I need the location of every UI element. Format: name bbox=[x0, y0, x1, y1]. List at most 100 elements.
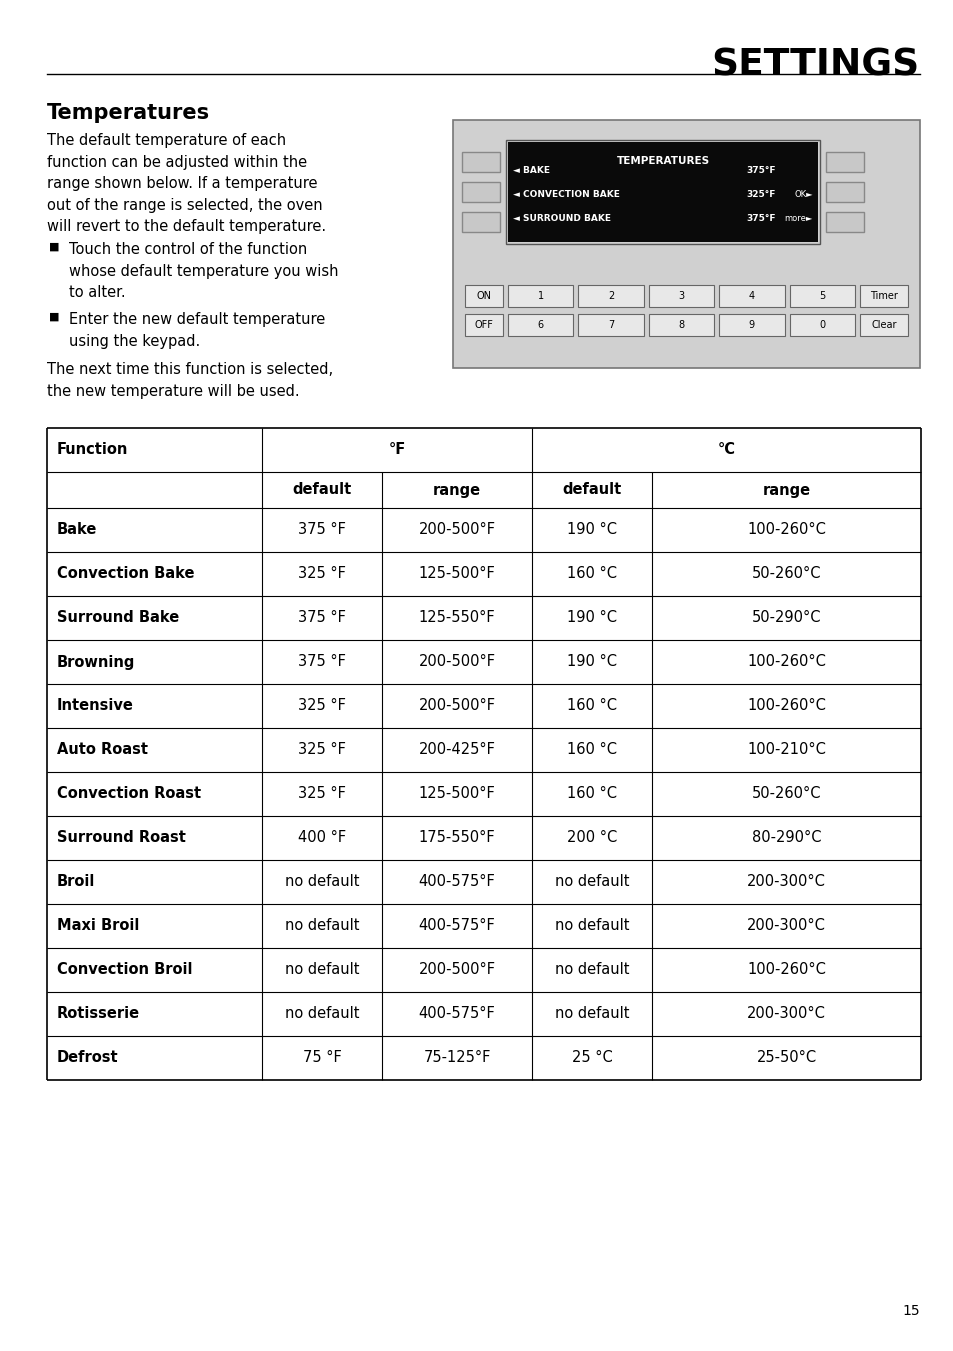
Text: Broil: Broil bbox=[57, 874, 95, 889]
Text: 160 °C: 160 °C bbox=[566, 743, 617, 758]
Bar bbox=[47, 428, 920, 1079]
Text: °C: °C bbox=[717, 443, 735, 458]
Text: 15: 15 bbox=[902, 1304, 919, 1319]
Text: no default: no default bbox=[284, 874, 359, 889]
Text: range: range bbox=[761, 482, 810, 497]
Text: 75 °F: 75 °F bbox=[302, 1051, 341, 1066]
Text: ◄ BAKE: ◄ BAKE bbox=[513, 166, 550, 176]
Text: 200-300°C: 200-300°C bbox=[746, 919, 825, 934]
Text: The default temperature of each
function can be adjusted within the
range shown : The default temperature of each function… bbox=[47, 132, 326, 235]
Text: 375°F: 375°F bbox=[745, 213, 775, 223]
Text: 160 °C: 160 °C bbox=[566, 698, 617, 713]
Text: OK►: OK► bbox=[794, 190, 812, 199]
Text: 400 °F: 400 °F bbox=[297, 831, 346, 846]
Bar bbox=[578, 313, 643, 336]
Text: 375 °F: 375 °F bbox=[297, 654, 346, 670]
Text: 25-50°C: 25-50°C bbox=[756, 1051, 816, 1066]
Text: no default: no default bbox=[284, 919, 359, 934]
Text: 100-260°C: 100-260°C bbox=[746, 698, 825, 713]
Text: The next time this function is selected,
the new temperature will be used.: The next time this function is selected,… bbox=[47, 362, 333, 399]
Text: Maxi Broil: Maxi Broil bbox=[57, 919, 139, 934]
Bar bbox=[461, 182, 499, 203]
Text: no default: no default bbox=[284, 1006, 359, 1021]
Text: 100-210°C: 100-210°C bbox=[746, 743, 825, 758]
Text: 325°F: 325°F bbox=[745, 190, 775, 199]
Text: 200-300°C: 200-300°C bbox=[746, 874, 825, 889]
Text: Defrost: Defrost bbox=[57, 1051, 118, 1066]
Text: 3: 3 bbox=[678, 290, 684, 301]
Text: Surround Bake: Surround Bake bbox=[57, 611, 179, 626]
Text: Clear: Clear bbox=[870, 320, 896, 330]
Text: default: default bbox=[561, 482, 621, 497]
Text: 190 °C: 190 °C bbox=[566, 654, 617, 670]
Text: default: default bbox=[292, 482, 352, 497]
Text: °F: °F bbox=[388, 443, 405, 458]
Bar bbox=[648, 313, 714, 336]
Text: TEMPERATURES: TEMPERATURES bbox=[616, 155, 709, 166]
Text: 6: 6 bbox=[537, 320, 543, 330]
Text: 200-500°F: 200-500°F bbox=[418, 962, 495, 978]
Text: Enter the new default temperature
using the keypad.: Enter the new default temperature using … bbox=[69, 312, 325, 349]
Text: Bake: Bake bbox=[57, 523, 97, 538]
Bar bbox=[507, 313, 573, 336]
Text: Function: Function bbox=[57, 443, 129, 458]
Text: OFF: OFF bbox=[474, 320, 493, 330]
Text: Convection Bake: Convection Bake bbox=[57, 566, 194, 581]
Text: 125-500°F: 125-500°F bbox=[418, 566, 495, 581]
Text: ◄ CONVECTION BAKE: ◄ CONVECTION BAKE bbox=[513, 190, 619, 199]
Text: 0: 0 bbox=[819, 320, 824, 330]
Bar bbox=[507, 285, 573, 307]
Bar bbox=[507, 142, 817, 242]
Text: 8: 8 bbox=[678, 320, 684, 330]
Text: 200 °C: 200 °C bbox=[566, 831, 617, 846]
Text: more►: more► bbox=[783, 213, 812, 223]
Bar bbox=[859, 285, 907, 307]
Text: 80-290°C: 80-290°C bbox=[751, 831, 821, 846]
Bar bbox=[461, 212, 499, 232]
Text: 400-575°F: 400-575°F bbox=[418, 1006, 495, 1021]
Text: 190 °C: 190 °C bbox=[566, 523, 617, 538]
Text: 375 °F: 375 °F bbox=[297, 611, 346, 626]
Text: SETTINGS: SETTINGS bbox=[711, 49, 919, 84]
Text: no default: no default bbox=[554, 874, 629, 889]
Text: ON: ON bbox=[476, 290, 491, 301]
Text: 200-500°F: 200-500°F bbox=[418, 654, 495, 670]
Text: 75-125°F: 75-125°F bbox=[423, 1051, 490, 1066]
Text: 9: 9 bbox=[748, 320, 754, 330]
Text: 200-300°C: 200-300°C bbox=[746, 1006, 825, 1021]
Text: Touch the control of the function
whose default temperature you wish
to alter.: Touch the control of the function whose … bbox=[69, 242, 338, 300]
Bar bbox=[464, 313, 502, 336]
Text: 2: 2 bbox=[607, 290, 614, 301]
Text: 100-260°C: 100-260°C bbox=[746, 523, 825, 538]
Text: Rotisserie: Rotisserie bbox=[57, 1006, 140, 1021]
Text: Convection Broil: Convection Broil bbox=[57, 962, 193, 978]
Bar bbox=[789, 313, 854, 336]
Text: 125-550°F: 125-550°F bbox=[418, 611, 495, 626]
Text: 4: 4 bbox=[748, 290, 754, 301]
Text: no default: no default bbox=[554, 1006, 629, 1021]
Text: 100-260°C: 100-260°C bbox=[746, 654, 825, 670]
Text: 375°F: 375°F bbox=[745, 166, 775, 176]
Text: Intensive: Intensive bbox=[57, 698, 133, 713]
Text: 125-500°F: 125-500°F bbox=[418, 786, 495, 801]
Bar bbox=[825, 153, 863, 172]
Text: no default: no default bbox=[554, 919, 629, 934]
Bar bbox=[719, 313, 783, 336]
Text: 200-425°F: 200-425°F bbox=[418, 743, 495, 758]
Text: 50-290°C: 50-290°C bbox=[751, 611, 821, 626]
Text: 200-500°F: 200-500°F bbox=[418, 523, 495, 538]
Text: 175-550°F: 175-550°F bbox=[418, 831, 495, 846]
Text: 325 °F: 325 °F bbox=[297, 743, 346, 758]
Text: ■: ■ bbox=[49, 242, 59, 253]
Bar bbox=[825, 182, 863, 203]
Text: no default: no default bbox=[284, 962, 359, 978]
Text: Auto Roast: Auto Roast bbox=[57, 743, 148, 758]
Text: Browning: Browning bbox=[57, 654, 135, 670]
Text: 25 °C: 25 °C bbox=[571, 1051, 612, 1066]
Text: 400-575°F: 400-575°F bbox=[418, 874, 495, 889]
Text: 375 °F: 375 °F bbox=[297, 523, 346, 538]
Text: 5: 5 bbox=[819, 290, 824, 301]
Bar bbox=[464, 285, 502, 307]
Bar bbox=[859, 313, 907, 336]
Bar bbox=[578, 285, 643, 307]
